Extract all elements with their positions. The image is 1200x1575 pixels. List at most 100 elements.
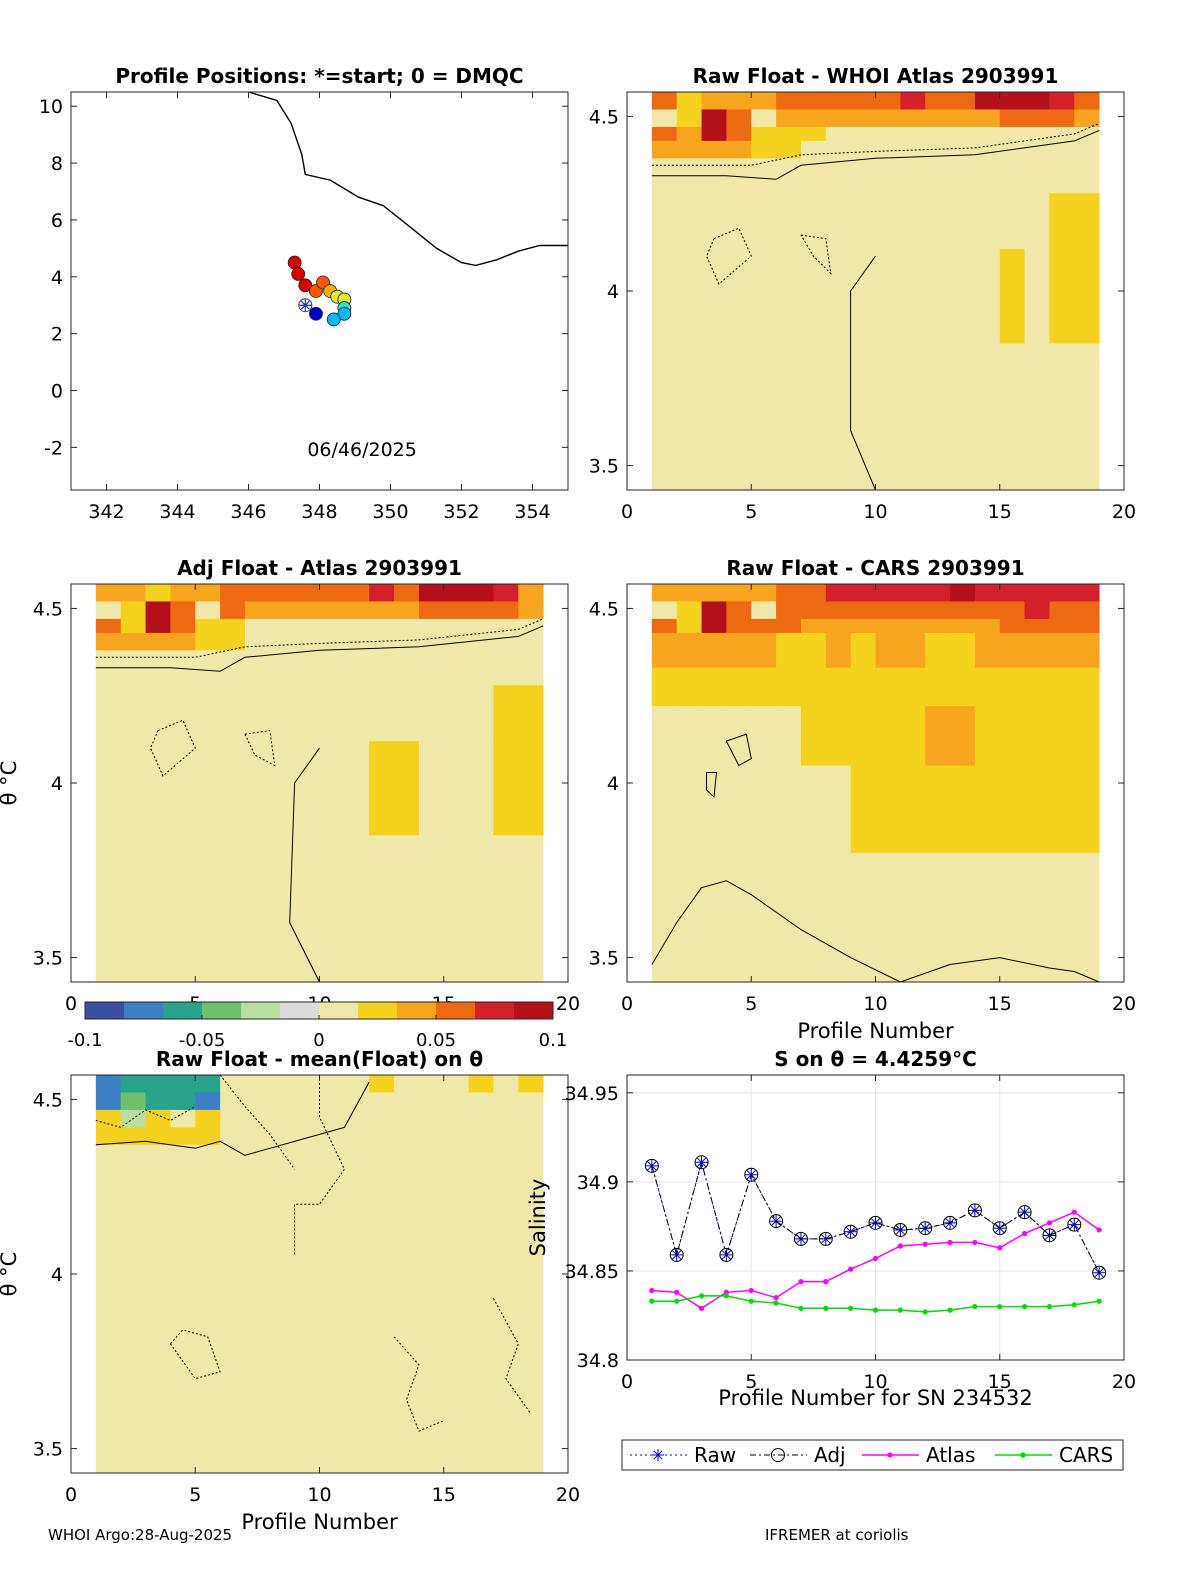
heatmap-cell	[369, 1127, 395, 1146]
colorbar-segment	[475, 1002, 515, 1019]
heatmap-cell	[825, 343, 852, 491]
heatmap-cell	[195, 835, 221, 983]
y-tick-label: -2	[44, 437, 63, 459]
y-tick-label: 34.85	[565, 1261, 619, 1283]
legend-label-atlas: Atlas	[926, 1443, 975, 1467]
salinity-ylabel: Salinity	[526, 1179, 550, 1257]
heatmap-cell	[1049, 158, 1075, 194]
y-tick-label: 3.5	[33, 1439, 63, 1461]
heatmap-cell	[1049, 140, 1075, 159]
contour-line	[651, 880, 1100, 983]
heatmap-cell	[294, 632, 320, 651]
heatmap-cell	[95, 1144, 122, 1177]
marker-cars	[997, 1303, 1003, 1310]
heatmap-cell	[800, 618, 827, 634]
colorbar-tick-label: 0.05	[416, 1030, 456, 1051]
colorbar-segment	[85, 1002, 125, 1019]
x-tick-label: 0	[65, 993, 77, 1015]
heatmap-cell	[468, 1092, 494, 1111]
marker-cars	[674, 1298, 680, 1304]
heatmap-cell	[1024, 601, 1050, 620]
heatmap-cell	[676, 584, 702, 602]
marker-atlas	[1022, 1230, 1028, 1237]
marker-adj	[1017, 1205, 1032, 1220]
heatmap-cell	[1049, 126, 1075, 142]
legend-marker-adj	[771, 1448, 785, 1462]
x-tick-label: 20	[1112, 1371, 1136, 1393]
heatmap-cell	[751, 852, 777, 983]
heatmap-cell	[726, 667, 752, 707]
heatmap-cell	[170, 1144, 196, 1177]
heatmap-cell	[974, 126, 1001, 142]
heatmap-cell	[751, 193, 777, 250]
heatmap-cell	[344, 584, 370, 602]
heatmap-cell	[394, 1075, 420, 1093]
heatmap-cell	[369, 584, 395, 602]
heatmap-cell	[676, 249, 702, 344]
colorbar-segment	[436, 1002, 476, 1019]
heatmap-cell	[999, 126, 1025, 142]
heatmap-cell	[493, 1127, 519, 1146]
marker-raw	[1068, 1218, 1081, 1231]
heatmap-cell	[701, 584, 727, 602]
marker-adj	[669, 1247, 684, 1262]
heatmap-cell	[751, 584, 777, 602]
heatmap-cell	[468, 1176, 494, 1474]
heatmap-cell	[468, 1127, 494, 1146]
heatmap-cell	[1024, 632, 1050, 669]
heatmap-cell	[974, 584, 1001, 602]
heatmap-cell	[319, 1092, 345, 1111]
x-tick-label: 354	[514, 501, 550, 523]
heatmap-cell	[850, 632, 876, 669]
heatmap-cell	[850, 852, 876, 983]
heatmap-cell	[195, 1176, 221, 1474]
heatmap-cell	[651, 618, 678, 634]
heatmap-cell	[170, 741, 196, 836]
heatmap-cell	[925, 140, 951, 159]
heatmap-cell	[651, 140, 678, 159]
heatmap-cell	[751, 632, 777, 669]
marker-atlas	[723, 1289, 730, 1295]
contour-dotted	[705, 227, 752, 285]
marker-adj	[943, 1215, 958, 1230]
heatmap-cell	[493, 601, 519, 620]
heatmap-cell	[244, 835, 271, 983]
heatmap-cell	[850, 584, 876, 602]
heatmap-cell	[220, 584, 246, 602]
heatmap-cell	[950, 706, 976, 766]
heatmap-cell	[468, 1109, 494, 1128]
adj_atlas-ylabel: θ °C	[0, 761, 21, 806]
heatmap-cell	[999, 249, 1025, 344]
heatmap-cell	[418, 601, 445, 620]
heatmap-cell	[145, 1109, 171, 1128]
heatmap-cell	[344, 632, 370, 651]
heatmap-cell	[900, 601, 926, 620]
marker-cars	[748, 1298, 754, 1304]
marker-atlas	[1096, 1227, 1102, 1233]
heatmap-cell	[170, 1176, 196, 1474]
heatmap-cell	[999, 618, 1025, 634]
x-tick-label: 0	[621, 993, 633, 1015]
heatmap-cell	[676, 343, 702, 491]
heatmap-cell	[676, 765, 702, 854]
colorbar-segment	[358, 1002, 398, 1019]
heatmap-cell	[701, 618, 727, 634]
heatmap-cell	[344, 601, 370, 620]
heatmap-cell	[418, 650, 445, 686]
heatmap-cell	[95, 1075, 122, 1093]
heatmap-cell	[651, 765, 678, 854]
heatmap-cell	[850, 158, 876, 194]
heatmap-cell	[170, 601, 196, 620]
heatmap-cell	[369, 1092, 395, 1111]
heatmap-cell	[468, 1075, 494, 1093]
heatmap-cell	[319, 601, 345, 620]
marker-atlas	[823, 1279, 829, 1285]
heatmap-cell	[269, 741, 296, 836]
raw_cars-xlabel: Profile Number	[797, 1019, 954, 1043]
heatmap-cell	[701, 667, 727, 707]
heatmap-cell	[701, 765, 727, 854]
heatmap-cell	[1074, 584, 1100, 602]
heatmap-cell	[900, 618, 926, 634]
heatmap-cell	[800, 706, 827, 766]
heatmap-cell	[269, 1176, 296, 1474]
